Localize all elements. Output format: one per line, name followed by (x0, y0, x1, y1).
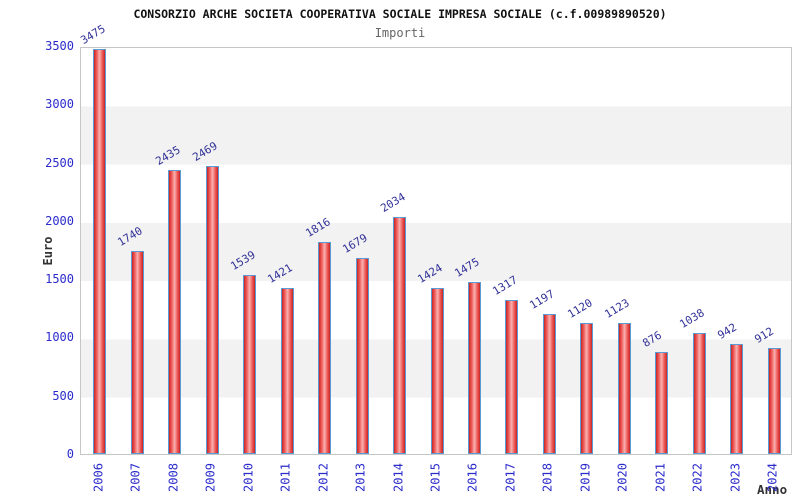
x-tick-label: 2008 (166, 463, 181, 492)
y-tick-label: 1500 (45, 272, 74, 287)
x-tick-label: 2014 (391, 463, 406, 492)
bar (243, 274, 257, 454)
x-tick-label: 2012 (316, 463, 331, 492)
bar (580, 323, 594, 454)
x-axis-label: Anno (757, 482, 788, 497)
y-tick-label: 2500 (45, 155, 74, 170)
bar (430, 288, 444, 454)
y-axis-label: Euro (41, 236, 55, 266)
x-tick-label: 2015 (428, 463, 443, 492)
bar (318, 242, 332, 454)
bar (205, 166, 219, 454)
x-tick-label: 2019 (578, 463, 593, 492)
bar (617, 323, 631, 454)
bar (692, 333, 706, 454)
x-tick-label: 2022 (690, 463, 705, 492)
bar (655, 351, 669, 454)
y-tick-label: 3000 (45, 97, 74, 112)
x-tick-label: 2010 (241, 463, 256, 492)
x-tick-label: 2017 (503, 463, 518, 492)
x-tick-label: 2020 (615, 463, 630, 492)
bar (168, 170, 182, 454)
bar (467, 282, 481, 454)
plot-area (80, 47, 792, 455)
x-tick-label: 2018 (540, 463, 555, 492)
y-tick-label: 0 (66, 447, 74, 461)
y-tick-label: 3500 (45, 39, 74, 53)
bar (280, 288, 294, 454)
x-tick-label: 2021 (653, 463, 668, 492)
chart-title: CONSORZIO ARCHE SOCIETA COOPERATIVA SOCI… (133, 7, 667, 21)
bar (505, 300, 519, 454)
y-tick-label: 1000 (45, 330, 74, 345)
x-tick-label: 2011 (278, 463, 293, 492)
bar (393, 216, 407, 454)
bar (93, 48, 107, 454)
bar (767, 347, 781, 454)
bar (130, 251, 144, 454)
y-tick-label: 500 (52, 388, 74, 403)
x-tick-label: 2006 (91, 463, 106, 492)
bar (355, 258, 369, 454)
chart-subtitle: Importi (374, 26, 426, 40)
x-tick-label: 2023 (728, 463, 743, 492)
x-tick-label: 2007 (128, 463, 143, 492)
bar (542, 314, 556, 454)
x-tick-label: 2013 (353, 463, 368, 492)
y-tick-label: 2000 (45, 213, 74, 228)
bar (730, 344, 744, 454)
x-tick-label: 2024 (765, 463, 780, 492)
x-tick-label: 2016 (465, 463, 480, 492)
x-tick-label: 2009 (203, 463, 218, 492)
